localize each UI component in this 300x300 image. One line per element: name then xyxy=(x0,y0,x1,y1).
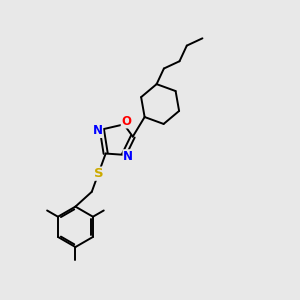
Text: S: S xyxy=(94,167,103,180)
Text: N: N xyxy=(93,124,103,137)
Text: N: N xyxy=(123,150,133,163)
Text: O: O xyxy=(121,115,131,128)
